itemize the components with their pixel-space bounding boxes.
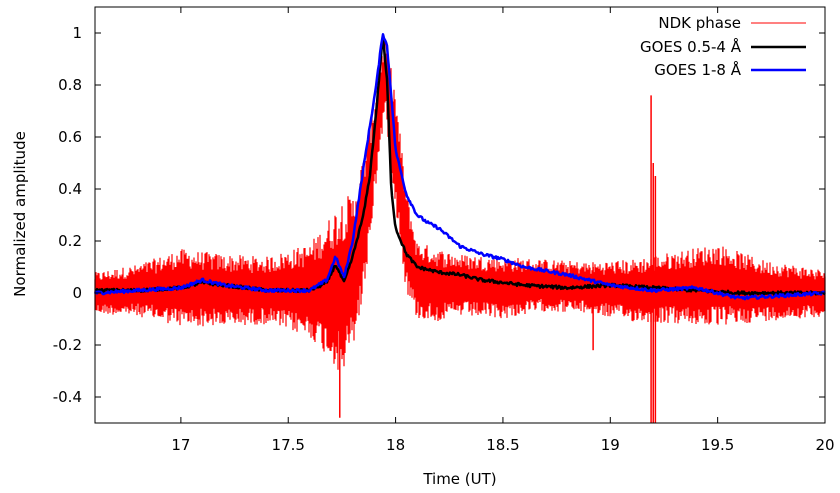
x-tick-label: 17: [171, 436, 190, 454]
legend-entry-ndk-phase: NDK phase: [658, 14, 806, 32]
x-axis-title: Time (UT): [422, 470, 496, 488]
y-tick-label: -0.4: [53, 388, 82, 406]
y-tick-label: 0.8: [58, 76, 82, 94]
y-tick-label: 0: [72, 284, 82, 302]
legend-label-goes-0.5-4: GOES 0.5-4 Å: [640, 37, 742, 56]
x-tick-label: 19: [601, 436, 620, 454]
ndk-phase-series: [94, 39, 826, 423]
x-axis: 17 17.5 18 18.5 19 19.5 20: [171, 7, 835, 454]
legend-label-ndk-phase: NDK phase: [658, 14, 741, 32]
x-tick-label: 20: [815, 436, 834, 454]
ndk-phase-band: [94, 39, 826, 370]
legend: NDK phase GOES 0.5-4 Å GOES 1-8 Å: [640, 14, 806, 79]
y-axis: -0.4 -0.2 0 0.2 0.4 0.6 0.8 1: [53, 24, 825, 406]
y-tick-label: -0.2: [53, 336, 82, 354]
y-tick-label: 0.2: [58, 232, 82, 250]
x-tick-label: 18: [386, 436, 405, 454]
y-tick-label: 0.6: [58, 128, 82, 146]
legend-entry-goes-0.5-4: GOES 0.5-4 Å: [640, 37, 806, 56]
legend-entry-goes-1-8: GOES 1-8 Å: [654, 60, 806, 79]
legend-label-goes-1-8: GOES 1-8 Å: [654, 60, 741, 79]
goes-1-8-series: [93, 33, 826, 301]
y-tick-label: 0.4: [58, 180, 82, 198]
x-tick-label: 18.5: [486, 436, 519, 454]
goes-1-8-line: [93, 33, 826, 301]
y-tick-label: 1: [72, 24, 82, 42]
plot-frame: [94, 6, 826, 424]
y-axis-title: Normalized amplitude: [11, 131, 29, 297]
x-tick-label: 17.5: [272, 436, 305, 454]
x-tick-label: 19.5: [701, 436, 734, 454]
